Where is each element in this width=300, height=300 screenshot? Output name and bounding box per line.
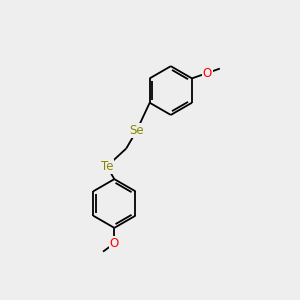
- Text: Se: Se: [129, 124, 144, 137]
- Text: Te: Te: [101, 160, 113, 173]
- Text: O: O: [203, 67, 212, 80]
- Text: O: O: [110, 237, 119, 250]
